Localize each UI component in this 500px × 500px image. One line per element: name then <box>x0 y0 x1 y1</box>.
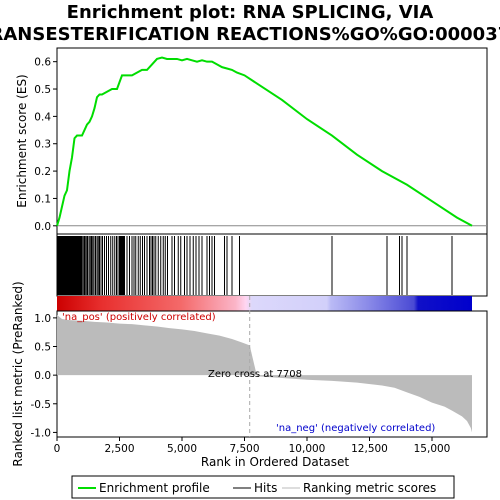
es-y-axis: 0.0 0.1 0.2 0.3 0.4 0.5 0.6 <box>34 57 57 233</box>
hits-panel <box>56 233 488 311</box>
x-tick-label: 2,500 <box>104 443 134 455</box>
x-tick-label: 10,000 <box>289 443 326 455</box>
x-axis: 0 2,500 5,000 7,500 10,000 12,500 15,000 <box>54 437 451 455</box>
es-y-axis-label: Enrichment score (ES) <box>15 74 29 207</box>
ranked-y-axis-label: Ranked list metric (PreRanked) <box>11 281 25 466</box>
hits-panel-frame <box>56 233 488 297</box>
chart-title-line2: TRANSESTERIFICATION REACTIONS%GO%GO:0000… <box>0 24 500 45</box>
x-axis-label: Rank in Ordered Dataset <box>201 455 349 469</box>
ranked-y-tick-label: 1.0 <box>34 313 51 325</box>
ranked-y-tick-label: 0.5 <box>34 342 51 354</box>
ranked-y-tick-label: 0.0 <box>34 370 51 382</box>
x-tick-label: 15,000 <box>414 443 451 455</box>
ranked-metric-panel: -1.0 -0.5 0.0 0.5 1.0 'na_pos' (positively c… <box>11 281 488 467</box>
es-panel: 0.0 0.1 0.2 0.3 0.4 0.5 0.6 Enrichment score (… <box>15 47 488 235</box>
ranked-y-axis: -1.0 -0.5 0.0 0.5 1.0 <box>31 313 57 439</box>
es-panel-frame <box>56 47 488 235</box>
negative-correlation-label: 'na_neg' (negatively correlated) <box>276 423 435 434</box>
ranked-y-tick-label: -1.0 <box>31 427 52 439</box>
legend-metric-label: Ranking metric scores <box>303 481 436 495</box>
ranked-y-tick-label: -0.5 <box>31 399 52 411</box>
es-y-tick-label: 0.4 <box>34 111 51 123</box>
hit-markers <box>57 236 453 295</box>
es-series-line <box>56 56 473 227</box>
x-tick-label: 12,500 <box>351 443 388 455</box>
es-y-tick-label: 0.0 <box>34 221 51 233</box>
zero-cross-label: Zero cross at 7708 <box>208 369 302 380</box>
chart-title-line1: Enrichment plot: RNA SPLICING, VIA <box>67 2 434 23</box>
ranking-color-bar <box>57 296 472 311</box>
legend-es-label: Enrichment profile <box>99 481 210 495</box>
es-y-tick-label: 0.2 <box>34 166 51 178</box>
legend-box <box>71 475 455 499</box>
legend: Enrichment profile Hits Ranking metric s… <box>71 475 455 499</box>
es-y-tick-label: 0.3 <box>34 139 51 151</box>
legend-hits-label: Hits <box>254 481 277 495</box>
x-tick-label: 5,000 <box>167 443 197 455</box>
x-tick-label: 7,500 <box>229 443 259 455</box>
x-tick-label: 0 <box>54 443 61 455</box>
es-y-tick-label: 0.1 <box>34 193 51 205</box>
positive-correlation-label: 'na_pos' (positively correlated) <box>62 312 216 323</box>
ranking-metric-area <box>57 315 472 433</box>
es-y-tick-label: 0.6 <box>34 57 51 69</box>
es-y-tick-label: 0.5 <box>34 84 51 96</box>
